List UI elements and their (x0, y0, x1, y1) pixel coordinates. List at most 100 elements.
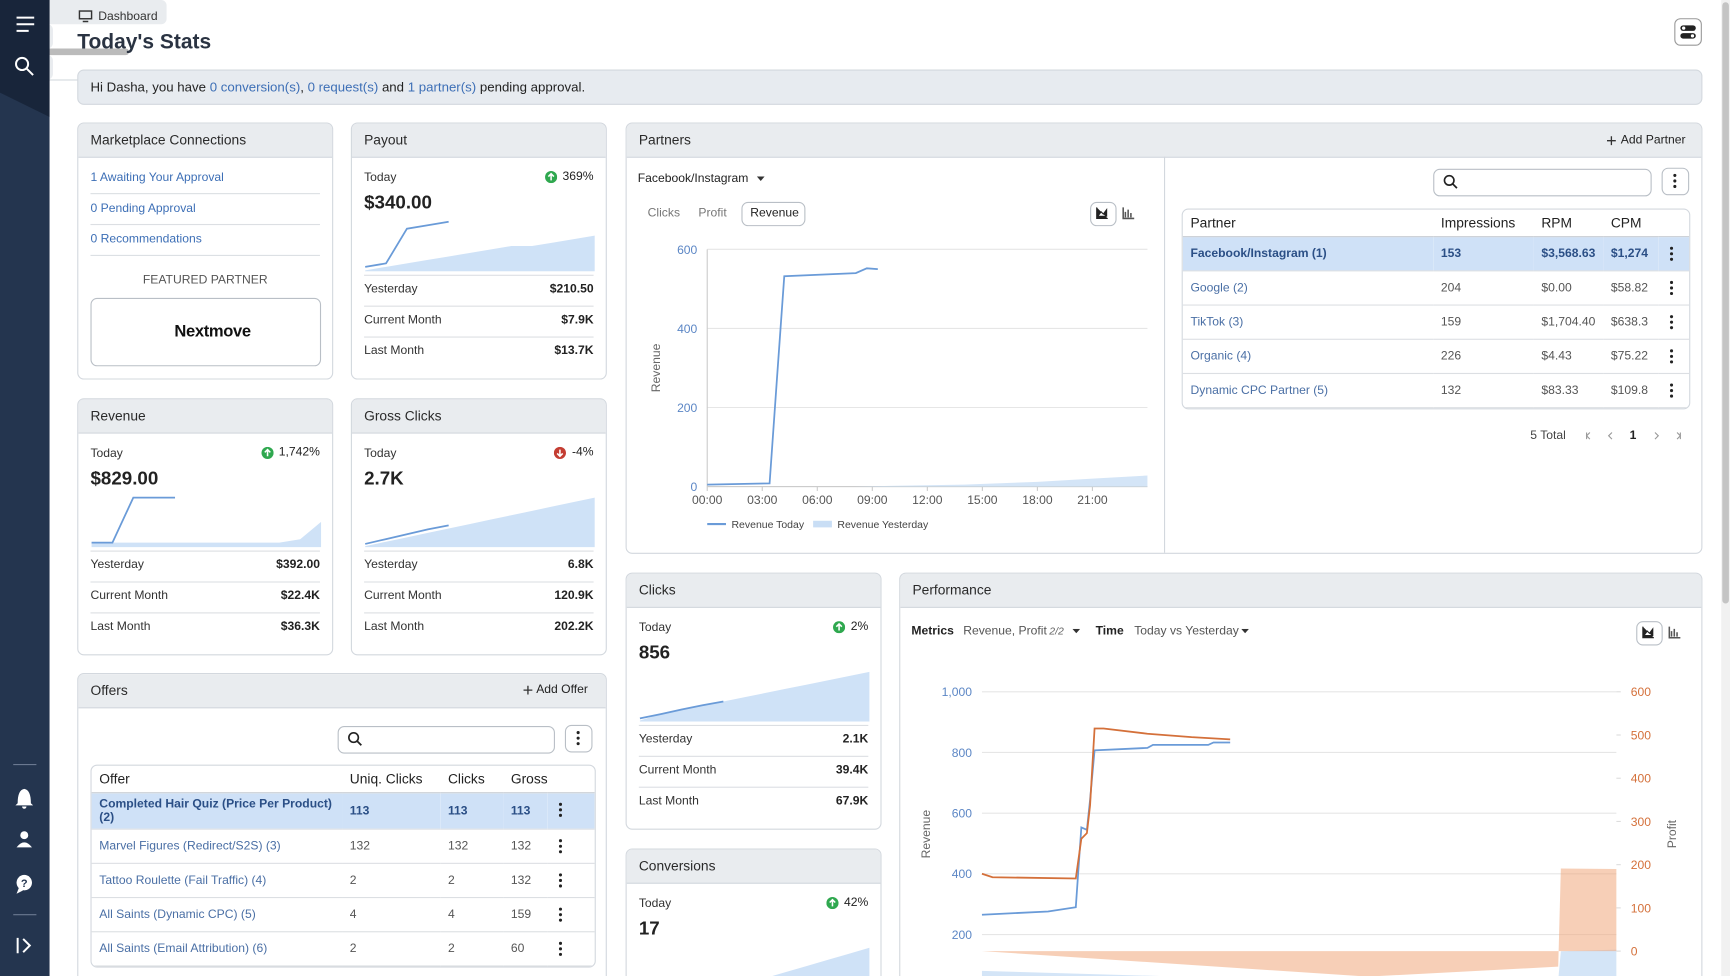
column-header[interactable]: Uniq. Clicks (342, 765, 441, 794)
table-cell[interactable]: All Saints (Dynamic CPC) (5) (91, 897, 343, 933)
row-actions (547, 792, 595, 830)
menu-icon[interactable] (16, 16, 35, 32)
table-cell: 113 (503, 792, 548, 830)
separator (638, 786, 869, 788)
caret[interactable] (756, 176, 765, 181)
table-cell[interactable]: Tattoo Roulette (Fail Traffic) (4) (91, 863, 343, 899)
plus-shape (1606, 136, 1616, 146)
today-label: Today (364, 446, 397, 461)
table-row[interactable]: All Saints (Email Attribution) (6) 2 2 60 (91, 931, 595, 967)
table-row[interactable]: Completed Hair Quiz (Price Per Product) … (91, 792, 595, 830)
column-header[interactable]: Partner (1182, 209, 1434, 238)
table-row[interactable]: Dynamic CPC Partner (5) 132 $83.33 $109.8 (1182, 373, 1690, 409)
notice-link[interactable]: 1 partner(s) (407, 79, 477, 95)
bar-icon[interactable] (1122, 206, 1135, 220)
table-cell[interactable]: TikTok (3) (1182, 305, 1434, 340)
kebab-icon[interactable] (1668, 314, 1675, 330)
column-header[interactable]: Gross C (503, 765, 548, 794)
help-icon[interactable] (16, 874, 32, 891)
source-select[interactable]: Facebook/Instagram (637, 172, 749, 186)
metrics-count[interactable]: 2/2 (1049, 625, 1064, 638)
tab[interactable]: Revenue (750, 206, 799, 220)
kebab-icon[interactable] (1672, 173, 1679, 189)
marketplace-link[interactable]: 1 Awaiting Your Approval (90, 171, 224, 185)
page-number[interactable]: 1 (1629, 429, 1637, 443)
notice-link[interactable]: 0 conversion(s) (209, 79, 301, 95)
plus-icon[interactable] (523, 685, 533, 695)
dot (558, 850, 563, 854)
table-cell[interactable]: All Saints (Email Attribution) (6) (91, 931, 343, 967)
tab[interactable]: Profit (698, 206, 727, 220)
table-cell[interactable]: Facebook/Instagram (1) (1182, 236, 1434, 272)
time-value[interactable]: Today vs Yesterday (1134, 624, 1239, 638)
h-scroll[interactable] (0, 48, 130, 56)
kebab-icon[interactable] (557, 907, 564, 922)
plus-icon[interactable] (1606, 136, 1616, 146)
kebab-icon[interactable] (575, 730, 582, 746)
bell-icon[interactable] (15, 788, 34, 809)
column-header[interactable]: Offer (91, 765, 343, 794)
table-row[interactable]: TikTok (3) 159 $1,704.40 $638.3 (1182, 305, 1690, 340)
search-box[interactable] (337, 725, 555, 754)
kebab-icon[interactable] (1668, 280, 1675, 296)
row-actions (547, 931, 595, 967)
table-row[interactable]: Organic (4) 226 $4.43 $75.22 (1182, 339, 1690, 375)
trend-icon (261, 446, 274, 459)
marketplace-link[interactable]: 0 Recommendations (90, 232, 202, 247)
metrics-value[interactable]: Revenue, Profit (963, 624, 1047, 638)
search-icon[interactable] (15, 56, 34, 76)
column-header[interactable]: Impressions (1433, 209, 1534, 238)
page-arrow (1585, 432, 1591, 440)
add-partner[interactable]: Add Partner (1620, 133, 1686, 147)
tab-active[interactable] (741, 201, 806, 227)
dot (1669, 383, 1674, 387)
tab[interactable]: Clicks (647, 206, 681, 220)
table-cell[interactable]: Marvel Figures (Redirect/S2S) (3) (91, 829, 343, 864)
column-header[interactable]: Clicks (440, 765, 504, 794)
area-shape (1642, 626, 1654, 639)
page-arrow (1676, 432, 1682, 440)
search-box[interactable] (1433, 168, 1652, 197)
sparkline-area (639, 671, 870, 722)
pagination[interactable] (1582, 429, 1688, 442)
kebab-icon[interactable] (1668, 383, 1675, 398)
scroll-thumb[interactable] (1722, 2, 1729, 604)
user-icon[interactable] (20, 831, 29, 840)
kebab-icon[interactable] (557, 802, 564, 817)
table-cell[interactable]: Completed Hair Quiz (Price Per Product) … (91, 792, 343, 830)
change-value: 1,742% (278, 445, 320, 459)
kebab-icon[interactable] (557, 839, 564, 854)
table-row[interactable]: Google (2) 204 $0.00 $58.82 (1182, 270, 1690, 306)
scrollbar[interactable] (1721, 0, 1730, 976)
table-row[interactable]: All Saints (Dynamic CPC) (5) 4 4 159 (91, 897, 595, 933)
add-offer[interactable]: Add Offer (536, 682, 588, 697)
featured-partner[interactable] (90, 297, 322, 367)
search-icon (1443, 174, 1458, 189)
caret[interactable] (1241, 628, 1249, 634)
table-cell[interactable]: Organic (4) (1182, 339, 1434, 375)
separator (364, 550, 594, 552)
caret[interactable] (1072, 628, 1081, 634)
kebab-icon[interactable] (1668, 349, 1675, 364)
kebab-icon[interactable] (557, 941, 564, 956)
table-cell[interactable]: Dynamic CPC Partner (5) (1182, 373, 1434, 409)
row-value: $210.50 (549, 282, 594, 296)
kebab-icon[interactable] (1668, 246, 1675, 261)
column-header[interactable]: RPM (1533, 209, 1604, 238)
table-cell[interactable]: Google (2) (1182, 270, 1434, 306)
table-row[interactable]: Tattoo Roulette (Fail Traffic) (4) 2 2 132 (91, 863, 595, 899)
sparkline (365, 220, 595, 272)
table-row[interactable]: Facebook/Instagram (1) 153 $3,568.63 $1,274 (1182, 236, 1690, 272)
notice-link[interactable]: 0 request(s) (307, 79, 379, 95)
kebab-icon[interactable] (557, 873, 564, 888)
table-cell: 2 (440, 931, 504, 967)
breadcrumb[interactable]: Dashboard (98, 9, 158, 24)
column-header[interactable]: CPM (1603, 209, 1659, 238)
dot (1669, 280, 1674, 284)
bar-icon[interactable] (1668, 626, 1681, 639)
table-cell: 132 (503, 829, 548, 864)
marketplace-link[interactable]: 0 Pending Approval (90, 201, 196, 216)
row-actions (1658, 236, 1690, 272)
table-row[interactable]: Marvel Figures (Redirect/S2S) (3) 132 132 1… (91, 829, 595, 864)
layout-toggle[interactable] (1674, 18, 1703, 47)
